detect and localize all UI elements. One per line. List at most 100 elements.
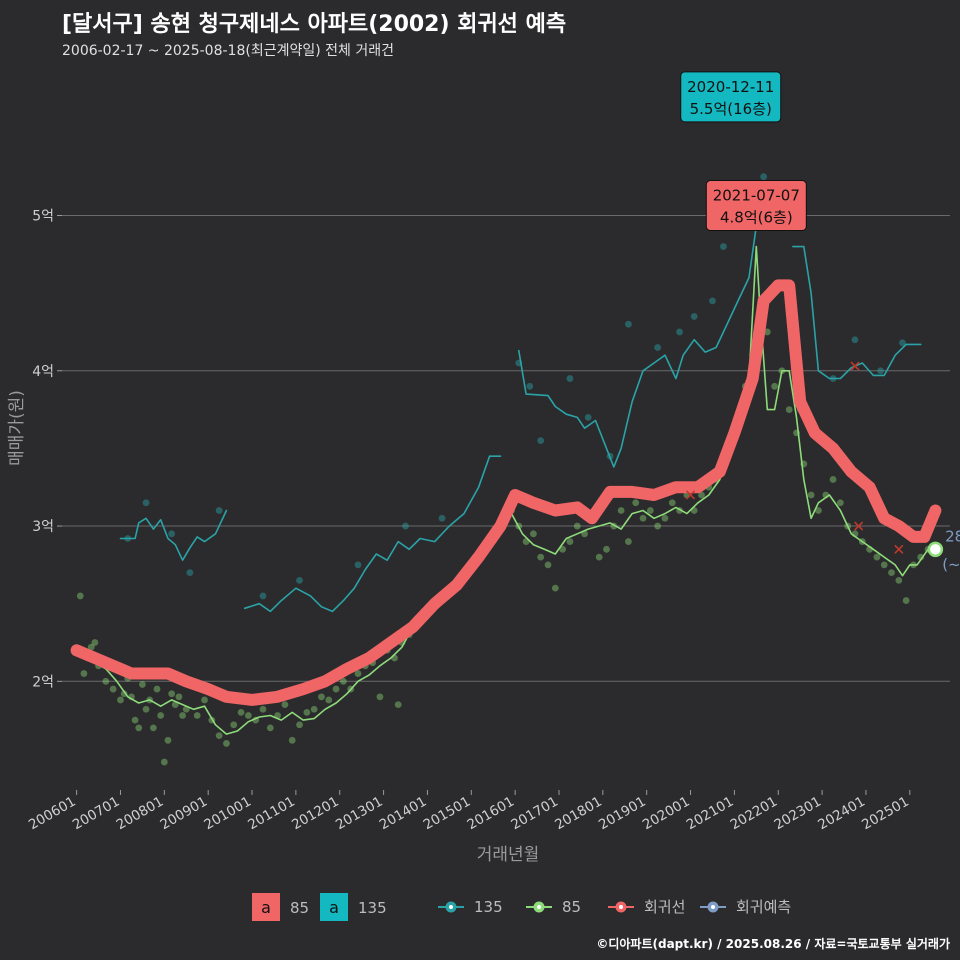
y-tick-label: 5억 <box>32 209 54 225</box>
point-135 <box>899 339 906 347</box>
point-85 <box>117 696 124 704</box>
cross-stroke <box>850 361 860 371</box>
point-85 <box>668 499 676 507</box>
footer-credit: ©디아파트(dapt.kr) / 2025.08.26 / 자료=국토교통부 실… <box>596 937 950 951</box>
x-tick-label: 200701 <box>70 794 123 834</box>
cross-stroke <box>894 544 904 554</box>
point-85 <box>102 677 110 685</box>
point-85 <box>559 545 567 553</box>
point-85 <box>153 685 161 693</box>
legend-dot-center-fc <box>711 905 715 909</box>
point-85 <box>888 569 895 577</box>
legend-label-85: 85 <box>562 898 581 916</box>
point-135 <box>296 576 303 584</box>
page-title: [달서구] 송현 청구제네스 아파트(2002) 회귀선 예측 <box>62 12 567 37</box>
point-135 <box>259 592 267 600</box>
point-85 <box>164 736 172 744</box>
point-135 <box>537 437 545 445</box>
point-135 <box>851 336 859 344</box>
point-135 <box>709 297 716 305</box>
point-135 <box>720 243 727 250</box>
point-85 <box>829 476 837 483</box>
point-85 <box>288 736 296 744</box>
point-85 <box>215 732 223 740</box>
legend-dot-center-reg <box>619 905 623 909</box>
legend-glyph-85: a <box>261 898 271 917</box>
point-85 <box>394 701 402 709</box>
legend: a 85 a 135 135 85 회귀선 회귀예측 <box>252 893 791 921</box>
point-85 <box>807 491 815 499</box>
point-85 <box>530 530 537 538</box>
x-tick-label: 202101 <box>684 794 737 834</box>
point-85 <box>193 712 201 719</box>
point-135 <box>676 328 683 336</box>
y-axis-label: 매매가(원) <box>7 390 27 466</box>
cross-stroke <box>685 490 696 500</box>
point-85 <box>91 639 99 646</box>
point-135 <box>566 375 574 382</box>
series-lines <box>70 191 942 735</box>
y-tick-label: 2억 <box>32 674 54 690</box>
cross-markers <box>685 361 904 554</box>
point-85 <box>763 328 771 336</box>
point-85 <box>646 507 654 514</box>
x-tick-label: 202001 <box>640 794 693 834</box>
x-tick-label: 201601 <box>464 794 517 834</box>
point-135 <box>690 313 698 320</box>
legend-swatch-85 <box>252 893 280 921</box>
point-85 <box>785 406 793 413</box>
point-135 <box>625 320 632 328</box>
point-85 <box>138 681 146 688</box>
series-135-line <box>518 191 783 468</box>
point-85 <box>168 690 176 698</box>
point-135 <box>877 367 884 375</box>
point-85 <box>595 553 603 561</box>
point-85 <box>325 696 333 704</box>
point-85 <box>603 545 610 553</box>
point-85 <box>131 716 139 724</box>
point-85 <box>120 690 128 698</box>
annotation-price-85: 4.8억(6층) <box>720 209 793 227</box>
point-135 <box>354 561 362 569</box>
legend-dot-center-135 <box>449 905 453 909</box>
page-subtitle: 2006-02-17 ~ 2025-08-18(최근계약일) 전체 거래건 <box>62 43 394 59</box>
point-85 <box>632 499 640 507</box>
point-85 <box>175 693 183 701</box>
y-tick-label: 4억 <box>32 364 54 380</box>
point-85 <box>873 553 881 561</box>
regression-line <box>70 279 942 706</box>
x-tick-label: 202301 <box>771 794 824 834</box>
point-85 <box>654 522 662 530</box>
series-135-line <box>792 245 922 380</box>
point-85 <box>617 507 625 514</box>
forecast-point <box>927 541 944 558</box>
point-85 <box>109 685 117 693</box>
point-135 <box>526 382 534 390</box>
point-135 <box>760 173 768 181</box>
point-85 <box>80 670 88 677</box>
annotation-date-135: 2020-12-11 <box>687 78 774 96</box>
x-tick-label: 200601 <box>26 794 79 834</box>
y-tick-label: 3억 <box>32 519 54 535</box>
point-85 <box>179 712 186 719</box>
x-tick-label: 200901 <box>158 794 211 834</box>
point-85 <box>142 705 150 713</box>
point-85 <box>544 561 552 569</box>
point-135 <box>584 413 592 421</box>
point-85 <box>376 693 384 701</box>
x-tick-label: 201001 <box>201 794 254 834</box>
grid-lines <box>62 215 950 682</box>
x-tick-label: 201701 <box>508 794 561 834</box>
x-axis-label: 거래년월 <box>477 845 540 865</box>
forecast-value-label: 28,500 <box>945 527 960 545</box>
point-85 <box>573 522 581 530</box>
x-tick-label: 201801 <box>552 794 605 834</box>
point-85 <box>625 538 632 545</box>
point-85 <box>223 740 230 747</box>
series-135-line <box>243 455 502 613</box>
point-85 <box>771 382 778 390</box>
series-85-line <box>83 245 929 735</box>
legend-label-85: 85 <box>290 899 309 917</box>
series-135-line <box>119 509 228 561</box>
